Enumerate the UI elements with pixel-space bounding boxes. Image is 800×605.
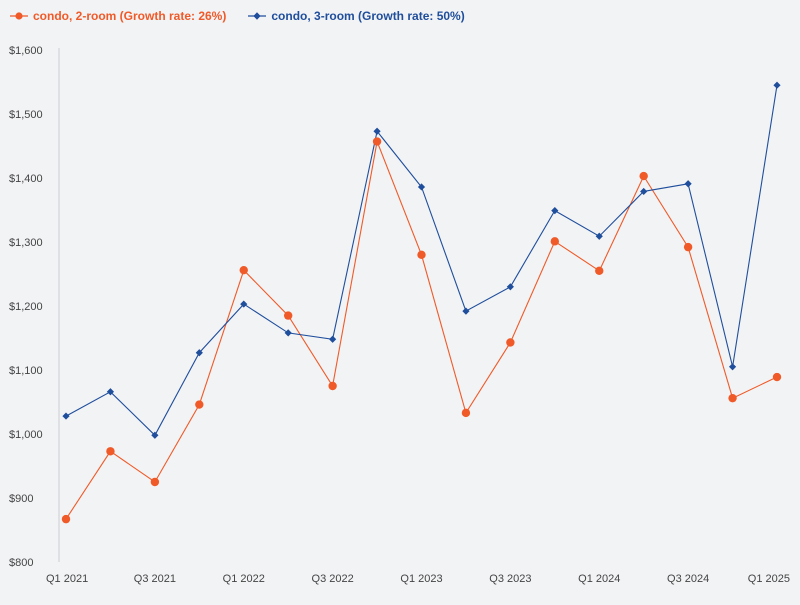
data-point-2-room[interactable] [328, 381, 337, 391]
y-tick-label: $900 [9, 493, 33, 505]
data-point-2-room[interactable] [772, 372, 782, 382]
x-tick-label: Q3 2023 [489, 573, 531, 585]
data-point-2-room[interactable] [239, 265, 248, 275]
data-point-3-room[interactable] [417, 183, 426, 191]
data-point-2-room[interactable] [595, 266, 604, 275]
y-tick-label: $1,200 [9, 301, 43, 313]
data-point-3-room[interactable] [462, 307, 470, 315]
x-tick-label: Q1 2022 [223, 573, 265, 585]
x-tick-label: Q1 2025 [748, 573, 790, 585]
x-tick-label: Q1 2021 [46, 573, 88, 585]
data-point-3-room[interactable] [551, 207, 559, 215]
data-point-3-room[interactable] [240, 300, 248, 308]
series-lines [65, 85, 778, 520]
x-tick-label: Q1 2023 [400, 573, 442, 585]
y-tick-label: $1,000 [9, 429, 43, 441]
data-point-2-room[interactable] [550, 237, 560, 246]
data-point-3-room[interactable] [373, 127, 381, 135]
data-point-3-room[interactable] [195, 349, 203, 357]
data-point-3-room[interactable] [640, 187, 648, 196]
x-tick-label: Q3 2021 [134, 573, 176, 585]
data-point-2-room[interactable] [639, 171, 648, 181]
data-point-2-room[interactable] [506, 338, 515, 347]
data-point-3-room[interactable] [151, 431, 159, 439]
data-point-2-room[interactable] [461, 408, 471, 418]
data-point-2-room[interactable] [683, 242, 693, 252]
legend-marker-diamond-icon [248, 12, 267, 20]
data-point-3-room[interactable] [329, 335, 337, 343]
legend-marker-circle-icon [10, 12, 28, 20]
x-axis-ticks: Q1 2021 Q3 2021 Q1 2022 Q3 2022 Q1 2023 Q3 20… [46, 573, 790, 585]
legend: condo, 2-room (Growth rate: 26%) condo, … [10, 9, 465, 23]
y-tick-label: $1,600 [9, 45, 43, 57]
data-point-3-room[interactable] [728, 363, 737, 371]
data-point-3-room[interactable] [106, 388, 115, 396]
data-point-2-room[interactable] [372, 137, 382, 146]
x-tick-label: Q3 2024 [667, 573, 709, 585]
data-point-3-room[interactable] [595, 232, 603, 240]
legend-label-3-room: condo, 3-room (Growth rate: 50%) [271, 9, 465, 23]
x-tick-label: Q1 2024 [578, 573, 620, 585]
y-tick-label: $1,100 [9, 365, 43, 377]
y-tick-label: $1,400 [9, 173, 43, 185]
data-point-2-room[interactable] [283, 311, 293, 320]
series-line-1 [65, 139, 778, 520]
data-point-2-room[interactable] [417, 250, 426, 259]
legend-item-3-room[interactable]: condo, 3-room (Growth rate: 50%) [248, 9, 465, 23]
data-point-2-room[interactable] [728, 393, 737, 403]
data-point-3-room[interactable] [684, 180, 692, 188]
data-point-3-room[interactable] [773, 81, 781, 89]
series-markers [61, 81, 782, 524]
legend-label-2-room: condo, 2-room (Growth rate: 26%) [33, 9, 227, 23]
data-point-3-room[interactable] [62, 412, 70, 420]
y-tick-label: $1,500 [9, 109, 43, 121]
data-point-3-room[interactable] [506, 283, 514, 291]
y-tick-label: $1,300 [9, 237, 43, 249]
series-line-2 [65, 85, 778, 437]
data-point-2-room[interactable] [61, 514, 71, 524]
data-point-2-room[interactable] [195, 400, 204, 409]
y-tick-label: $800 [9, 557, 33, 569]
y-axis-ticks: $800 $900 $1,000 $1,100 $1,200 $1,300 $1,400 $1… [9, 45, 43, 569]
legend-item-2-room[interactable]: condo, 2-room (Growth rate: 26%) [10, 9, 226, 23]
x-tick-label: Q3 2022 [312, 573, 354, 585]
data-point-2-room[interactable] [150, 477, 160, 487]
data-point-2-room[interactable] [106, 447, 115, 456]
data-point-3-room[interactable] [284, 329, 292, 337]
